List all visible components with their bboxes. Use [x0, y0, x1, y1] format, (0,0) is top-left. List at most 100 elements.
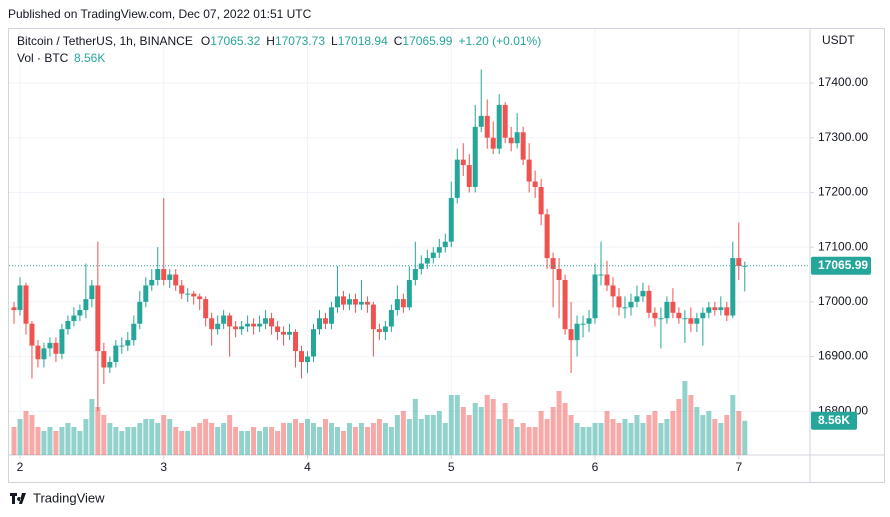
candle-body — [316, 318, 322, 330]
candle-body — [454, 159, 460, 198]
candle-body — [430, 252, 436, 259]
volume-bar — [191, 427, 197, 455]
candle-body — [245, 323, 251, 327]
volume-bar — [532, 427, 538, 455]
ohlc-letter: O — [201, 34, 210, 48]
volume-bar — [502, 403, 508, 455]
volume-bar — [568, 415, 574, 455]
volume-bar — [550, 407, 556, 455]
candle-body — [436, 247, 442, 253]
candle-body — [394, 299, 400, 311]
candle-body — [664, 301, 670, 319]
candle-body — [137, 301, 143, 324]
volume-bar — [251, 427, 257, 455]
candle-body — [77, 310, 83, 316]
candle-body — [346, 299, 352, 305]
volume-bar — [281, 423, 287, 455]
candle-body — [724, 307, 730, 316]
x-tick-label: 3 — [160, 460, 167, 474]
volume-bar — [101, 415, 107, 455]
change: +1.20 (+0.01%) — [458, 34, 541, 48]
volume-bar — [65, 423, 71, 455]
volume-bar — [682, 381, 688, 455]
volume-bar — [299, 423, 305, 455]
volume-bar — [161, 415, 167, 455]
candle-body — [71, 315, 77, 321]
volume-bar — [526, 427, 532, 455]
volume-bar — [580, 427, 586, 455]
volume-bar — [263, 427, 269, 455]
candle-body — [83, 299, 89, 311]
volume-bar — [556, 391, 562, 455]
volume-bar — [514, 427, 520, 455]
volume-bar — [293, 419, 299, 455]
candle-body — [65, 320, 71, 330]
volume-bar — [712, 419, 718, 455]
candle-body — [209, 318, 215, 330]
volume-bar — [442, 423, 448, 455]
candle-body — [694, 318, 700, 324]
candle-body — [107, 362, 113, 368]
footer-brand: TradingView — [33, 490, 105, 505]
volume-bar — [364, 427, 370, 455]
candle-body — [682, 318, 688, 320]
candle-body — [448, 197, 454, 242]
volume-bar — [370, 423, 376, 455]
candle-body — [700, 312, 706, 319]
chart-frame — [8, 28, 885, 483]
candle-body — [472, 126, 478, 187]
candle-body — [59, 329, 65, 354]
volume-bar — [340, 431, 346, 455]
candle-body — [239, 326, 245, 330]
volume-bar — [406, 419, 412, 455]
candle-body — [322, 318, 328, 324]
volume-bar — [203, 419, 209, 455]
candle-body — [257, 323, 263, 327]
candle-body — [113, 345, 119, 363]
volume-bar — [508, 419, 514, 455]
volume-bar — [448, 395, 454, 455]
volume-bar — [394, 415, 400, 455]
volume-bar — [143, 419, 149, 455]
volume-bar — [149, 419, 155, 455]
volume-bar — [436, 411, 442, 455]
volume-bar — [305, 419, 311, 455]
ohlc-value: 17065.32 — [210, 34, 260, 48]
ohlc-value: 17073.73 — [275, 34, 325, 48]
volume-bar — [113, 427, 119, 455]
candle-body — [179, 285, 185, 294]
ohlc-letter: C — [394, 34, 403, 48]
volume-bar — [700, 415, 706, 455]
volume-bar — [454, 395, 460, 455]
volume-bar — [562, 403, 568, 455]
candle-body — [706, 307, 712, 313]
volume-bar — [736, 411, 742, 455]
volume-bar — [490, 399, 496, 455]
volume-bar — [119, 431, 125, 455]
candle-body — [634, 296, 640, 302]
volume-bar — [484, 395, 490, 455]
last-price-box — [811, 256, 871, 275]
volume-bar — [460, 407, 466, 455]
volume-bar — [11, 427, 17, 455]
volume-bar — [676, 399, 682, 455]
candle-body — [442, 241, 448, 248]
volume-bar — [358, 423, 364, 455]
candle-body — [155, 269, 161, 280]
candle-body — [11, 307, 17, 311]
y-tick-label: 16900.00 — [818, 349, 868, 363]
volume-bar — [107, 423, 113, 455]
candle-body — [718, 307, 724, 311]
candle-body — [281, 331, 287, 335]
ohlc-value: 17065.99 — [402, 34, 452, 48]
candle-body — [406, 279, 412, 308]
volume-bar — [221, 423, 227, 455]
volume-bar — [155, 423, 161, 455]
volume-bar — [269, 427, 275, 455]
volume-bar — [628, 423, 634, 455]
candle-body — [532, 181, 538, 187]
currency: USDT — [822, 33, 855, 47]
volume-bar — [209, 423, 215, 455]
volume-bar — [412, 399, 418, 455]
candle-body — [556, 269, 562, 280]
